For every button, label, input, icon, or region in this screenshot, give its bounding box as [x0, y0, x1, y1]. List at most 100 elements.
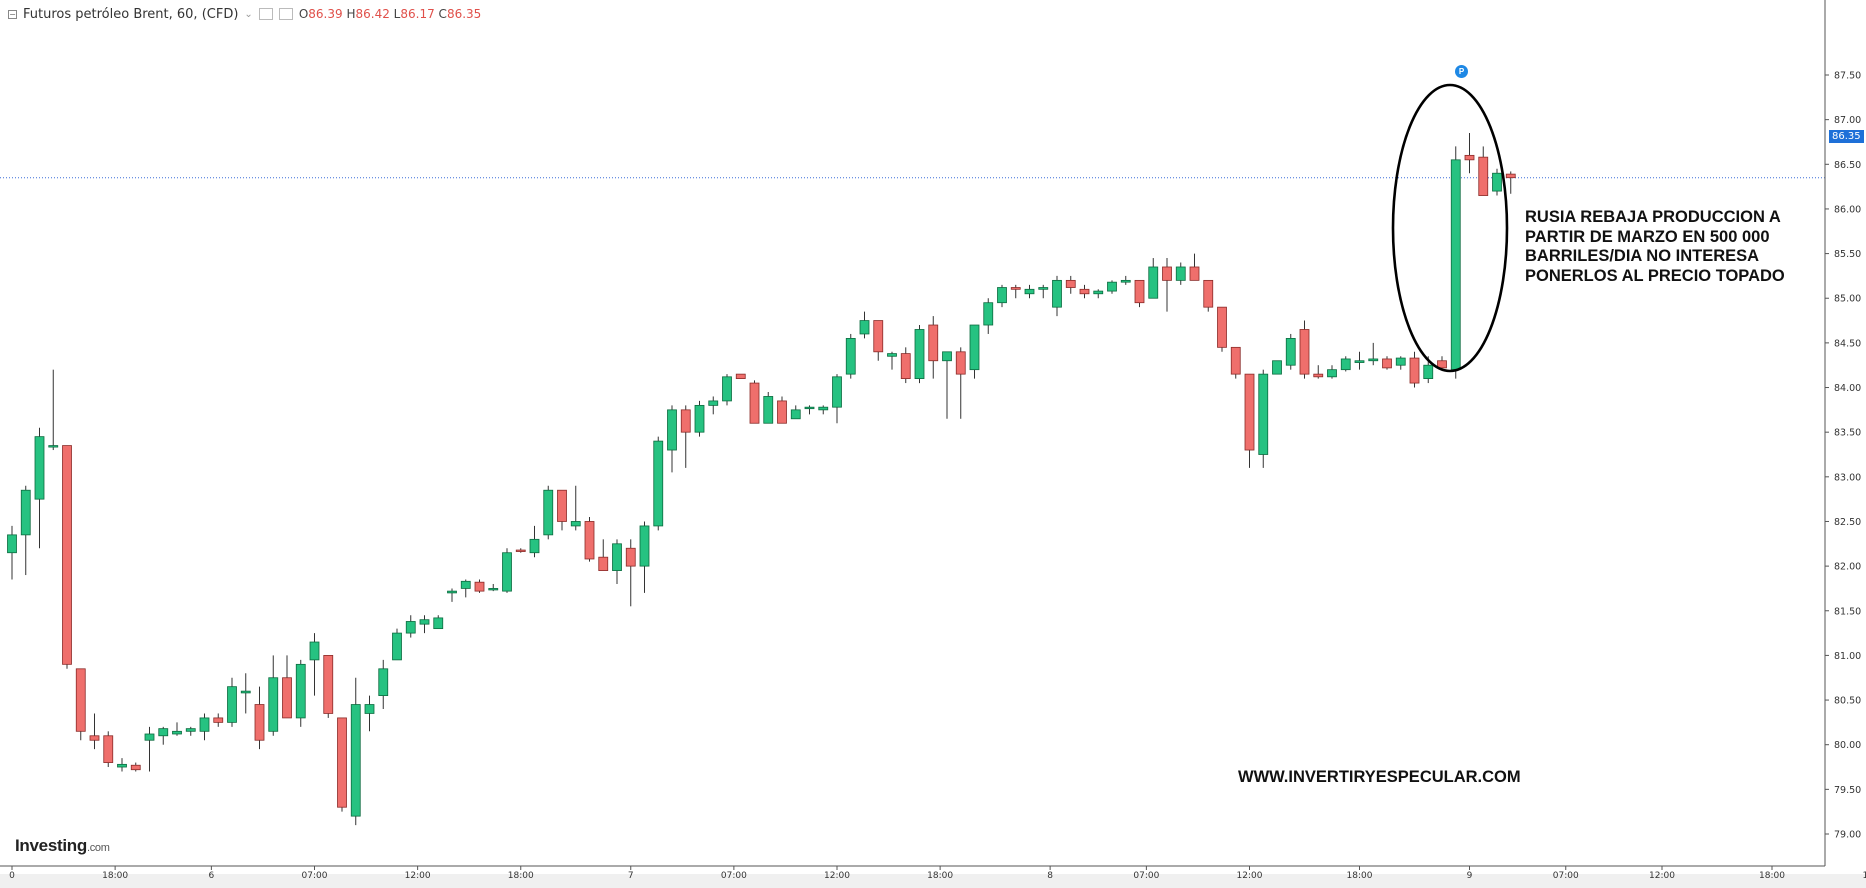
candle-body [749, 382, 760, 424]
candle [1437, 356, 1447, 370]
candle-body [997, 287, 1007, 304]
current-price-tag: 86.35 [1829, 130, 1864, 143]
y-tick-label: 87.50 [1834, 71, 1861, 82]
collapse-icon[interactable]: − [8, 9, 17, 19]
hide-icon[interactable] [278, 8, 293, 20]
y-tick-label: 82.50 [1834, 517, 1861, 528]
candle [735, 373, 746, 379]
candle-body [172, 730, 182, 735]
candle-body [832, 376, 842, 408]
candle-body [1175, 266, 1186, 281]
candle [887, 351, 897, 370]
candle-body [1382, 358, 1392, 369]
candle [240, 673, 251, 714]
candle [130, 762, 141, 772]
candle-body [337, 717, 347, 808]
candle-body [557, 489, 567, 522]
candle [213, 713, 224, 727]
candle [254, 686, 265, 750]
candle [997, 284, 1007, 308]
candle [1272, 360, 1282, 375]
candle-body [873, 320, 884, 353]
candle-body [1244, 373, 1255, 451]
candle [1382, 356, 1392, 370]
candle-body [694, 404, 705, 433]
candle-body [62, 445, 72, 665]
candle [488, 583, 499, 592]
candle-body [1107, 281, 1117, 292]
candle-body [1162, 266, 1172, 281]
candle [790, 405, 801, 420]
candle [900, 347, 911, 384]
candle [818, 405, 829, 415]
y-tick-label: 81.50 [1834, 606, 1861, 617]
y-tick-label: 80.50 [1834, 696, 1861, 707]
candle [777, 396, 787, 424]
candle [405, 615, 416, 638]
candle [1189, 253, 1200, 281]
candle [612, 539, 622, 584]
candle [653, 436, 664, 531]
candle-body [1354, 360, 1365, 363]
candle-body [144, 733, 155, 741]
candle [832, 374, 842, 424]
candle-body [254, 704, 265, 741]
candle-body [1258, 373, 1269, 455]
y-tick-label: 86.50 [1834, 160, 1861, 171]
candle-body [529, 538, 540, 554]
candle-body [7, 534, 17, 554]
investing-logo: Investing.com [15, 836, 110, 855]
candle [859, 311, 870, 339]
candle [447, 588, 457, 602]
candle-body [845, 338, 856, 375]
candle [1217, 306, 1227, 352]
candle [323, 655, 334, 718]
candle-body [502, 552, 512, 592]
candle-body [433, 617, 444, 630]
candle [983, 298, 994, 334]
candle-body [158, 728, 169, 737]
candle-body [1450, 159, 1461, 371]
candle [1010, 284, 1021, 299]
candle-body [1134, 279, 1145, 304]
candle-body [900, 353, 911, 380]
x-tick-label: 8 [1047, 871, 1053, 881]
candle [350, 677, 361, 826]
candle [460, 579, 471, 598]
candle-body [1368, 358, 1379, 362]
x-axis: 0 18:00 6 07:00 12:00 18:00 7 07:00 12:00 18:00 8 0… [0, 865, 1866, 888]
candle-body [625, 547, 636, 567]
y-axis: 79.00 79.50 80.00 80.50 81.00 81.50 82.00 82.50… [1824, 0, 1861, 866]
candle-body [1478, 156, 1489, 196]
candle [1299, 320, 1310, 379]
candle [955, 347, 966, 419]
candle-body [392, 632, 402, 661]
chevron-down-icon[interactable]: ⌄ [244, 8, 253, 20]
candle-body [914, 329, 925, 379]
x-tick-label: 18:00 [1759, 871, 1785, 881]
candle-body [1313, 373, 1324, 378]
candle-body [1505, 173, 1516, 179]
candle [1368, 342, 1379, 366]
x-tick-label: 0 [9, 871, 15, 881]
candle [48, 369, 59, 451]
candle [144, 726, 155, 772]
candle [34, 427, 45, 549]
event-badge[interactable]: P [1455, 65, 1468, 78]
ohlc-readout: O86.39 H86.42 L86.17 C86.35 [298, 7, 482, 21]
candle [1203, 279, 1214, 312]
candle [364, 695, 375, 732]
candle [75, 668, 86, 741]
candle [694, 400, 705, 437]
candle [804, 405, 815, 415]
candle [309, 633, 320, 696]
candle-body [1024, 288, 1035, 295]
settings-icon[interactable] [258, 8, 273, 20]
candle-body [969, 324, 980, 371]
y-tick-label: 84.50 [1834, 338, 1861, 349]
candle-body [584, 521, 595, 560]
candle [268, 655, 279, 736]
candle [1354, 351, 1365, 370]
candle-body [1423, 364, 1434, 379]
